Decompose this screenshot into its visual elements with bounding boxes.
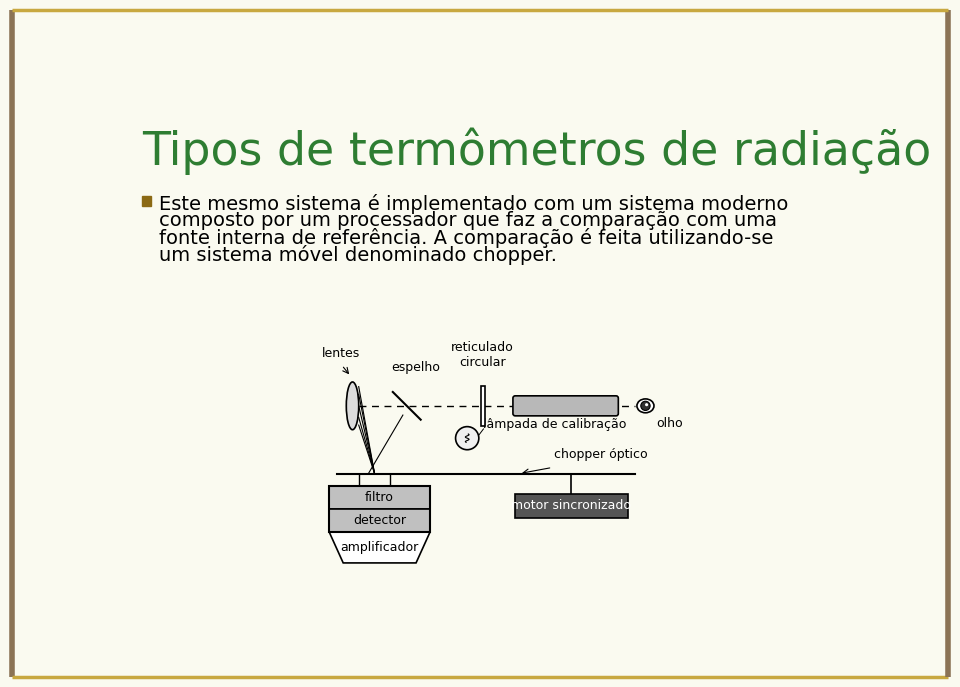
Text: filtro: filtro bbox=[365, 491, 394, 504]
Text: reticulado
circular: reticulado circular bbox=[451, 341, 514, 369]
Polygon shape bbox=[329, 532, 430, 563]
Circle shape bbox=[645, 403, 648, 406]
Text: composto por um processador que faz a comparação com uma: composto por um processador que faz a co… bbox=[158, 211, 777, 230]
Text: chopper óptico: chopper óptico bbox=[554, 449, 648, 461]
Text: olho: olho bbox=[657, 418, 683, 430]
Bar bbox=[142, 196, 151, 205]
Bar bbox=[516, 494, 628, 518]
FancyBboxPatch shape bbox=[513, 396, 618, 416]
Ellipse shape bbox=[636, 399, 654, 413]
Bar bbox=[329, 486, 430, 532]
Bar bbox=[329, 486, 430, 509]
Bar bbox=[481, 386, 485, 426]
Text: espelho: espelho bbox=[392, 361, 441, 374]
Text: um sistema móvel denominado chopper.: um sistema móvel denominado chopper. bbox=[158, 245, 557, 265]
Text: lâmpada de calibração: lâmpada de calibração bbox=[484, 418, 627, 431]
Ellipse shape bbox=[347, 382, 359, 429]
Circle shape bbox=[456, 427, 479, 450]
Text: fonte interna de referência. A comparação é feita utilizando-se: fonte interna de referência. A comparaçã… bbox=[158, 228, 773, 248]
Circle shape bbox=[641, 401, 650, 410]
Bar bbox=[329, 509, 430, 532]
Text: Este mesmo sistema é implementado com um sistema moderno: Este mesmo sistema é implementado com um… bbox=[158, 194, 788, 214]
Text: detector: detector bbox=[353, 514, 406, 527]
Text: lentes: lentes bbox=[322, 347, 360, 359]
Text: amplificador: amplificador bbox=[341, 541, 419, 554]
Text: Tipos de termômetros de radiação: Tipos de termômetros de radiação bbox=[142, 127, 931, 174]
Text: motor sincronizado: motor sincronizado bbox=[512, 499, 632, 513]
